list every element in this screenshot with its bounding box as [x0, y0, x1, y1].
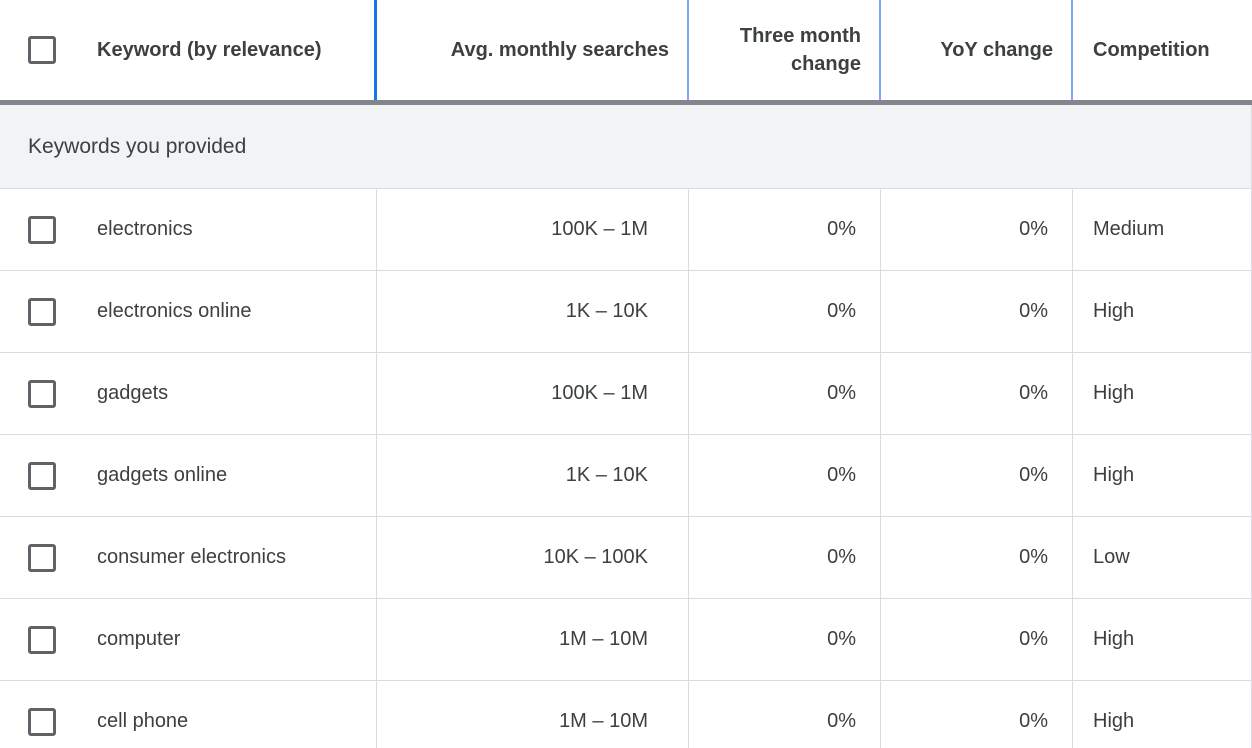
table-body: electronics 100K – 1M 0% 0% Medium elect… — [0, 189, 1252, 748]
keyword-text: gadgets — [97, 382, 169, 404]
row-checkbox[interactable] — [28, 461, 56, 490]
column-header-three-month-change[interactable]: Three month change — [689, 0, 881, 100]
competition-cell: High — [1073, 599, 1252, 680]
keyword-cell: electronics online — [0, 271, 377, 352]
three-month-change-cell: 0% — [689, 435, 881, 516]
column-header-competition-label: Competition — [1093, 38, 1210, 61]
three-month-change-cell: 0% — [689, 189, 881, 270]
competition-cell: High — [1073, 681, 1252, 748]
competition-cell: High — [1073, 435, 1252, 516]
column-header-three-month-change-label: Three month change — [739, 25, 861, 75]
table-row[interactable]: gadgets 100K – 1M 0% 0% High — [0, 353, 1252, 435]
table-row[interactable]: computer 1M – 10M 0% 0% High — [0, 599, 1252, 681]
column-header-yoy-change[interactable]: YoY change — [881, 0, 1073, 100]
competition-cell: High — [1073, 271, 1252, 352]
three-month-change-cell: 0% — [689, 681, 881, 748]
avg-monthly-searches-cell: 1M – 10M — [377, 599, 689, 680]
table-row[interactable]: electronics 100K – 1M 0% 0% Medium — [0, 189, 1252, 271]
row-checkbox[interactable] — [28, 215, 56, 244]
competition-cell: Medium — [1073, 189, 1252, 270]
table-row[interactable]: gadgets online 1K – 10K 0% 0% High — [0, 435, 1252, 517]
avg-monthly-searches-cell: 100K – 1M — [377, 189, 689, 270]
yoy-change-cell: 0% — [881, 353, 1073, 434]
three-month-change-cell: 0% — [689, 353, 881, 434]
row-checkbox[interactable] — [28, 625, 56, 654]
header-divider-bar — [0, 100, 1252, 105]
table-row[interactable]: electronics online 1K – 10K 0% 0% High — [0, 271, 1252, 353]
yoy-change-cell: 0% — [881, 599, 1073, 680]
keyword-cell: computer — [0, 599, 377, 680]
section-label: Keywords you provided — [28, 134, 247, 158]
section-row-keywords-you-provided: Keywords you provided — [0, 105, 1252, 189]
avg-monthly-searches-cell: 1K – 10K — [377, 271, 689, 352]
keyword-text: cell phone — [97, 710, 189, 732]
yoy-change-cell: 0% — [881, 517, 1073, 598]
three-month-change-cell: 0% — [689, 271, 881, 352]
keyword-cell: electronics — [0, 189, 377, 270]
competition-cell: High — [1073, 353, 1252, 434]
column-header-avg-monthly-searches-label: Avg. monthly searches — [450, 39, 669, 61]
yoy-change-cell: 0% — [881, 271, 1073, 352]
column-header-keyword-label: Keyword (by relevance) — [97, 38, 322, 61]
table-header: Keyword (by relevance) Avg. monthly sear… — [0, 0, 1252, 100]
select-all-checkbox[interactable] — [28, 36, 56, 64]
table-row[interactable]: consumer electronics 10K – 100K 0% 0% Lo… — [0, 517, 1252, 599]
keyword-cell: gadgets online — [0, 435, 377, 516]
row-checkbox[interactable] — [28, 379, 56, 408]
row-checkbox[interactable] — [28, 707, 56, 736]
column-header-avg-monthly-searches[interactable]: Avg. monthly searches — [377, 0, 689, 100]
avg-monthly-searches-cell: 10K – 100K — [377, 517, 689, 598]
avg-monthly-searches-cell: 1K – 10K — [377, 435, 689, 516]
keyword-text: electronics — [97, 218, 193, 240]
competition-cell: Low — [1073, 517, 1252, 598]
table-row[interactable]: cell phone 1M – 10M 0% 0% High — [0, 681, 1252, 748]
yoy-change-cell: 0% — [881, 435, 1073, 516]
column-header-yoy-change-label: YoY change — [940, 39, 1053, 61]
yoy-change-cell: 0% — [881, 681, 1073, 748]
keyword-cell: gadgets — [0, 353, 377, 434]
avg-monthly-searches-cell: 100K – 1M — [377, 353, 689, 434]
keyword-cell: cell phone — [0, 681, 377, 748]
keyword-text: consumer electronics — [97, 546, 286, 568]
column-header-keyword[interactable]: Keyword (by relevance) — [0, 0, 377, 100]
column-header-competition[interactable]: Competition — [1073, 0, 1252, 100]
three-month-change-cell: 0% — [689, 517, 881, 598]
keyword-text: electronics online — [97, 300, 252, 322]
row-checkbox[interactable] — [28, 543, 56, 572]
keyword-text: computer — [97, 628, 181, 650]
three-month-change-cell: 0% — [689, 599, 881, 680]
keyword-text: gadgets online — [97, 464, 228, 486]
yoy-change-cell: 0% — [881, 189, 1073, 270]
row-checkbox[interactable] — [28, 297, 56, 326]
avg-monthly-searches-cell: 1M – 10M — [377, 681, 689, 748]
keyword-cell: consumer electronics — [0, 517, 377, 598]
